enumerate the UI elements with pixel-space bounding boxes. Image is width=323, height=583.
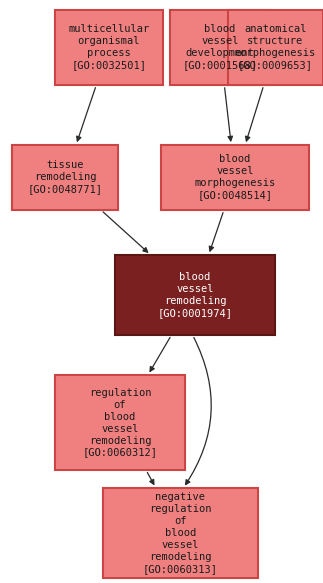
Text: negative
regulation
of
blood
vessel
remodeling
[GO:0060313]: negative regulation of blood vessel remo… — [143, 492, 218, 574]
FancyBboxPatch shape — [228, 10, 323, 85]
FancyArrowPatch shape — [103, 212, 148, 252]
FancyBboxPatch shape — [115, 255, 275, 335]
FancyBboxPatch shape — [170, 10, 270, 85]
Text: multicellular
organismal
process
[GO:0032501]: multicellular organismal process [GO:003… — [68, 24, 150, 71]
FancyArrowPatch shape — [77, 87, 95, 141]
FancyBboxPatch shape — [103, 488, 258, 578]
FancyArrowPatch shape — [224, 88, 233, 141]
Text: tissue
remodeling
[GO:0048771]: tissue remodeling [GO:0048771] — [27, 160, 102, 195]
FancyArrowPatch shape — [209, 213, 223, 251]
Text: blood
vessel
remodeling
[GO:0001974]: blood vessel remodeling [GO:0001974] — [158, 272, 233, 318]
FancyBboxPatch shape — [161, 145, 309, 210]
Text: blood
vessel
development
[GO:0001568]: blood vessel development [GO:0001568] — [182, 24, 257, 71]
Text: anatomical
structure
morphogenesis
[GO:0009653]: anatomical structure morphogenesis [GO:0… — [235, 24, 316, 71]
Text: regulation
of
blood
vessel
remodeling
[GO:0060312]: regulation of blood vessel remodeling [G… — [82, 388, 158, 458]
FancyBboxPatch shape — [55, 375, 185, 470]
FancyArrowPatch shape — [147, 472, 154, 484]
FancyArrowPatch shape — [150, 338, 170, 371]
FancyBboxPatch shape — [12, 145, 118, 210]
Text: blood
vessel
morphogenesis
[GO:0048514]: blood vessel morphogenesis [GO:0048514] — [194, 154, 276, 201]
FancyBboxPatch shape — [55, 10, 163, 85]
FancyArrowPatch shape — [186, 338, 211, 484]
FancyArrowPatch shape — [245, 87, 263, 141]
